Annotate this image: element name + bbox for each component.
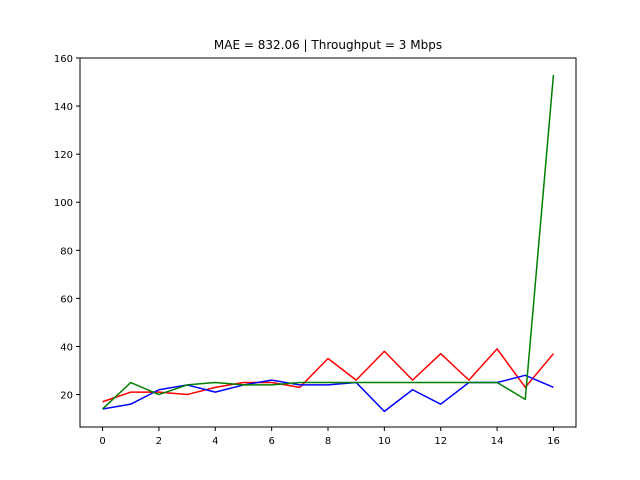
y-axis-ticks: 20 40 60 80 100 120 140 160 [54, 54, 80, 402]
y-tick-label: 100 [54, 198, 73, 209]
x-tick-label: 0 [99, 436, 105, 447]
x-tick-label: 2 [156, 436, 162, 447]
y-tick-label: 20 [60, 391, 73, 402]
y-tick-label: 60 [60, 294, 73, 305]
x-tick-label: 16 [547, 436, 560, 447]
y-tick-label: 80 [60, 246, 73, 257]
plot-frame [79, 57, 577, 428]
x-tick-label: 8 [325, 436, 331, 447]
x-tick-label: 14 [491, 436, 504, 447]
y-tick-label: 120 [54, 150, 73, 161]
x-axis-ticks: 0 2 4 6 8 10 12 14 16 [99, 427, 560, 447]
y-tick-label: 160 [54, 54, 73, 65]
series-line-1 [102, 348, 555, 403]
chart-title: MAE = 832.06 | Throughput = 3 Mbps [214, 38, 442, 52]
series-layer [102, 74, 555, 413]
x-tick-label: 6 [268, 436, 274, 447]
x-tick-label: 4 [212, 436, 218, 447]
series-line-3 [102, 74, 555, 410]
x-tick-label: 10 [378, 436, 391, 447]
y-tick-label: 40 [60, 342, 73, 353]
y-tick-label: 140 [54, 102, 73, 113]
x-tick-label: 12 [434, 436, 447, 447]
